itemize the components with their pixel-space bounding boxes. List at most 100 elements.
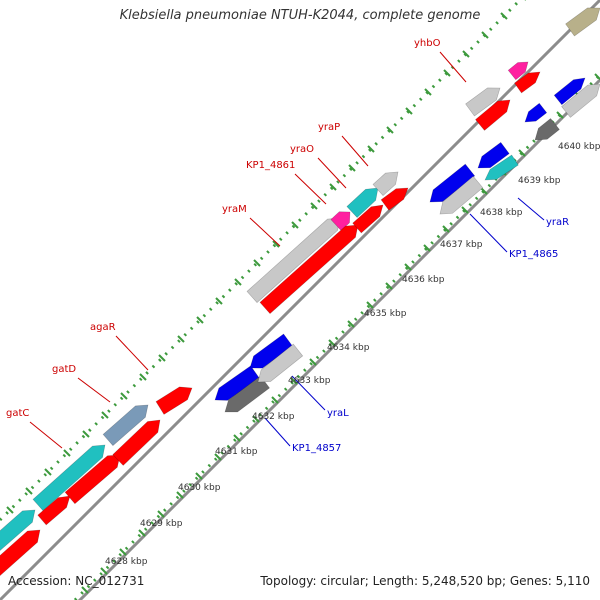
cds-feature xyxy=(32,444,106,512)
ruler-tick xyxy=(386,126,394,134)
gene-label-reverse: KP1_4865 xyxy=(509,249,558,260)
ruler-tick xyxy=(158,354,166,362)
gene-label-forward: yraO xyxy=(290,144,314,155)
gene-label-forward: agaR xyxy=(90,322,116,333)
cds-feature xyxy=(465,87,501,117)
ruler-tick xyxy=(309,358,317,366)
ruler-tick xyxy=(461,206,469,214)
cds-feature xyxy=(429,163,476,203)
ruler-tick xyxy=(252,415,260,423)
kbp-tick-label: 4631 kbp xyxy=(215,447,258,457)
ruler-tick xyxy=(290,377,298,385)
kbp-tick-label: 4635 kbp xyxy=(364,309,407,319)
cds-feature xyxy=(561,83,600,118)
cds-feature xyxy=(112,419,161,466)
ruler-tick xyxy=(176,491,184,499)
cds-feature xyxy=(565,7,600,37)
ruler-tick xyxy=(385,282,393,290)
label-leader-line xyxy=(517,197,545,221)
backbone-inner xyxy=(77,77,600,600)
cds-feature xyxy=(155,386,193,415)
kbp-tick-label: 4638 kbp xyxy=(480,208,523,218)
ruler-tick xyxy=(25,487,33,495)
ruler-tick xyxy=(310,202,318,210)
ruler-tick xyxy=(328,339,336,347)
ruler-tick xyxy=(366,301,374,309)
cds-feature xyxy=(249,333,293,369)
ruler-tick xyxy=(405,107,413,115)
label-leader-line xyxy=(115,335,149,371)
ruler-tick xyxy=(233,434,241,442)
gene-features xyxy=(0,7,600,577)
ruler-ticks xyxy=(6,0,600,594)
ruler-tick xyxy=(594,73,600,81)
ruler-tick xyxy=(329,183,337,191)
ruler-tick xyxy=(347,320,355,328)
gene-label-reverse: yraL xyxy=(327,408,349,419)
kbp-tick-label: 4629 kbp xyxy=(140,519,183,529)
cds-feature xyxy=(372,171,399,197)
cds-feature xyxy=(484,154,519,181)
cds-feature xyxy=(380,187,409,211)
cds-feature xyxy=(259,224,359,315)
ruler-dotted-line xyxy=(0,0,522,522)
cds-feature xyxy=(257,343,304,383)
ruler-tick xyxy=(120,392,128,400)
ruler-tick xyxy=(253,259,261,267)
ruler-tick xyxy=(234,278,242,286)
cds-feature xyxy=(475,99,511,131)
ruler-tick xyxy=(423,244,431,252)
ruler-tick xyxy=(500,12,508,20)
ruler-tick xyxy=(6,506,14,514)
ruler-tick xyxy=(195,472,203,480)
cds-feature xyxy=(477,141,510,169)
cds-feature xyxy=(224,375,270,413)
ruler-tick xyxy=(291,221,299,229)
map-title: Klebsiella pneumoniae NTUH-K2044, comple… xyxy=(119,8,481,23)
ruler-tick xyxy=(404,263,412,271)
gene-label-reverse: KP1_4857 xyxy=(292,443,341,454)
ruler-tick xyxy=(480,187,488,195)
label-leader-line xyxy=(77,377,111,403)
cds-feature xyxy=(346,187,379,218)
label-leader-line xyxy=(29,421,63,449)
kbp-tick-label: 4636 kbp xyxy=(402,275,445,285)
ruler-tick xyxy=(443,69,451,77)
kbp-tick-label: 4634 kbp xyxy=(327,343,370,353)
ruler-tick xyxy=(367,145,375,153)
ruler-tick xyxy=(518,149,526,157)
ruler-tick xyxy=(481,31,489,39)
cds-feature xyxy=(352,204,384,234)
cds-feature xyxy=(439,175,484,215)
label-leader-line xyxy=(317,157,347,189)
cds-feature xyxy=(524,102,548,123)
label-leader-line xyxy=(439,51,467,83)
ruler-tick xyxy=(119,548,127,556)
ruler-tick xyxy=(215,297,223,305)
kbp-tick-label: 4640 kbp xyxy=(558,142,600,152)
kbp-tick-label: 4633 kbp xyxy=(288,376,331,386)
cds-feature xyxy=(330,211,351,231)
label-leader-line xyxy=(294,173,327,205)
cds-feature xyxy=(514,71,541,94)
label-leaders xyxy=(29,51,545,449)
ruler-tick xyxy=(462,50,470,58)
kbp-tick-label: 4630 kbp xyxy=(178,483,221,493)
cds-feature xyxy=(0,509,36,551)
ruler-tick xyxy=(139,373,147,381)
ruler-tick xyxy=(63,449,71,457)
cds-feature xyxy=(214,365,260,401)
label-leader-line xyxy=(249,217,281,247)
ruler-tick xyxy=(100,567,108,575)
ruler-tick xyxy=(272,240,280,248)
genome-summary: Topology: circular; Length: 5,248,520 bp… xyxy=(260,574,590,588)
ruler-tick xyxy=(138,529,146,537)
ruler-tick xyxy=(82,430,90,438)
kbp-tick-label: 4628 kbp xyxy=(105,557,148,567)
ruler-tick xyxy=(157,510,165,518)
ruler-tick xyxy=(177,335,185,343)
ruler-tick xyxy=(348,164,356,172)
